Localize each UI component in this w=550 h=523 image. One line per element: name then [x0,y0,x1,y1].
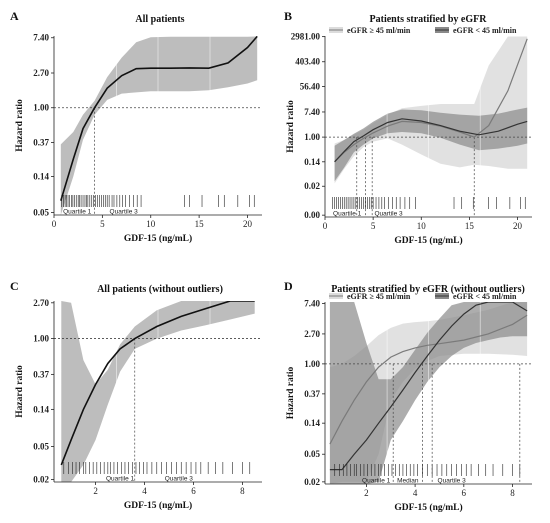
quartile-annotation: Quartile 1 [333,211,362,218]
y-tick-label: 0.05 [33,207,49,217]
x-axis-label: GDF-15 (ng/mL) [394,235,462,246]
x-tick-label: 6 [462,488,467,498]
hazard-curve-egfr-ge45 [334,38,528,163]
y-axis-label: Hazard ratio [286,367,296,420]
y-tick-label: 0.00 [304,210,320,220]
x-tick-label: 10 [146,219,156,229]
hazard-curve-egfr-lt45 [329,302,528,471]
panel-d: Quartile 1 Median Quartile 3 0.02 0.05 0.14 0.… [284,279,532,513]
x-tick-label: 5 [371,221,376,231]
panel-a: Quartile 1 Quartile 3 0.05 0.14 0.37 1.00 2.70… [10,9,262,244]
hazard-curve [60,36,258,201]
panel-c: Quartile 1 Quartile 3 0.02 0.05 0.14 0.37 1.00… [10,279,262,511]
y-tick-label: 0.37 [304,389,320,399]
y-tick-label: 56.40 [300,81,321,91]
quartile-annotation: Quartile 1 [106,476,135,483]
y-tick-label: 2981.00 [291,32,321,42]
y-tick-label: 0.37 [33,369,49,379]
x-tick-label: 5 [100,219,105,229]
x-tick-label: 4 [413,488,418,498]
quartile-annotation: Quartile 1 [362,478,391,485]
y-axis-label: Hazard ratio [15,365,25,418]
legend-label: eGFR < 45 ml/min [453,292,517,301]
x-axis-label: GDF-15 (ng/mL) [394,502,462,513]
panel-title: Patients stratified by eGFR (without out… [331,284,525,295]
y-tick-label: 0.14 [304,157,320,167]
panel-label: B [284,9,292,23]
y-axis-label: Hazard ratio [286,100,296,153]
y-tick-label: 7.40 [33,33,49,43]
x-tick-label: 8 [510,488,515,498]
panel-title: All patients [135,14,184,25]
y-tick-label: 403.40 [295,57,320,67]
y-tick-label: 2.70 [304,329,320,339]
x-tick-label: 2 [364,488,369,498]
y-tick-label: 1.00 [33,103,49,113]
quartile-annotation: Quartile 3 [165,476,194,483]
plot-area [54,301,262,482]
quartile-annotation: Quartile 3 [110,209,139,216]
x-tick-label: 0 [323,221,328,231]
legend-label: eGFR ≥ 45 ml/min [347,26,411,35]
y-tick-label: 0.37 [33,137,49,147]
plot-area [54,36,262,215]
quartile-annotation: Quartile 3 [438,478,467,485]
y-tick-label: 2.70 [33,298,49,308]
x-tick-label: 10 [417,221,427,231]
x-tick-label: 15 [465,221,475,231]
y-tick-label: 0.14 [304,418,320,428]
x-tick-label: 20 [513,221,523,231]
panel-title: All patients (without outliers) [97,284,223,295]
quartile-annotation: Median [397,478,419,485]
y-tick-label: 0.05 [304,449,320,459]
x-axis-label: GDF-15 (ng/mL) [124,233,192,244]
y-tick-label: 1.00 [33,334,49,344]
hazard-curve [60,301,255,466]
confidence-band [60,36,258,215]
y-tick-label: 0.02 [33,474,49,484]
y-tick-label: 0.14 [33,171,49,181]
x-tick-label: 15 [195,219,205,229]
hazard-curve-egfr-ge45 [329,314,528,445]
x-tick-label: 4 [142,486,147,496]
quartile-annotation: Quartile 1 [63,209,92,216]
x-tick-label: 2 [93,486,98,496]
y-tick-label: 2.70 [33,68,49,78]
panel-label: D [284,279,293,293]
y-tick-label: 0.05 [33,441,49,451]
panel-title: Patients stratified by eGFR [370,14,488,25]
confidence-band-egfr-lt45 [329,302,528,484]
quartile-annotation: Quartile 3 [374,211,403,218]
x-tick-label: 0 [52,219,57,229]
confidence-band-egfr-ge45 [334,36,528,184]
x-tick-label: 8 [240,486,245,496]
confidence-band-egfr-lt45 [334,107,528,182]
x-tick-label: 20 [243,219,253,229]
y-tick-label: 7.40 [304,107,320,117]
y-tick-label: 1.00 [304,132,320,142]
hazard-curve-egfr-lt45 [334,118,528,163]
x-axis-label: GDF-15 (ng/mL) [124,500,192,511]
legend-label: eGFR ≥ 45 ml/min [347,292,411,301]
y-axis-label: Hazard ratio [15,99,25,152]
y-tick-label: 0.02 [304,181,320,191]
legend-label: eGFR < 45 ml/min [453,26,517,35]
panel-b: Quartile 1 Quartile 3 0.00 0.02 0.14 1.00 7.40… [284,9,532,246]
panel-label: C [10,279,19,293]
y-tick-label: 0.02 [304,477,320,487]
panel-label: A [10,9,19,23]
plot-area [325,302,532,484]
plot-area [325,36,532,217]
x-tick-label: 6 [191,486,196,496]
y-tick-label: 0.14 [33,404,49,414]
y-tick-label: 1.00 [304,359,320,369]
y-tick-label: 7.40 [304,299,320,309]
